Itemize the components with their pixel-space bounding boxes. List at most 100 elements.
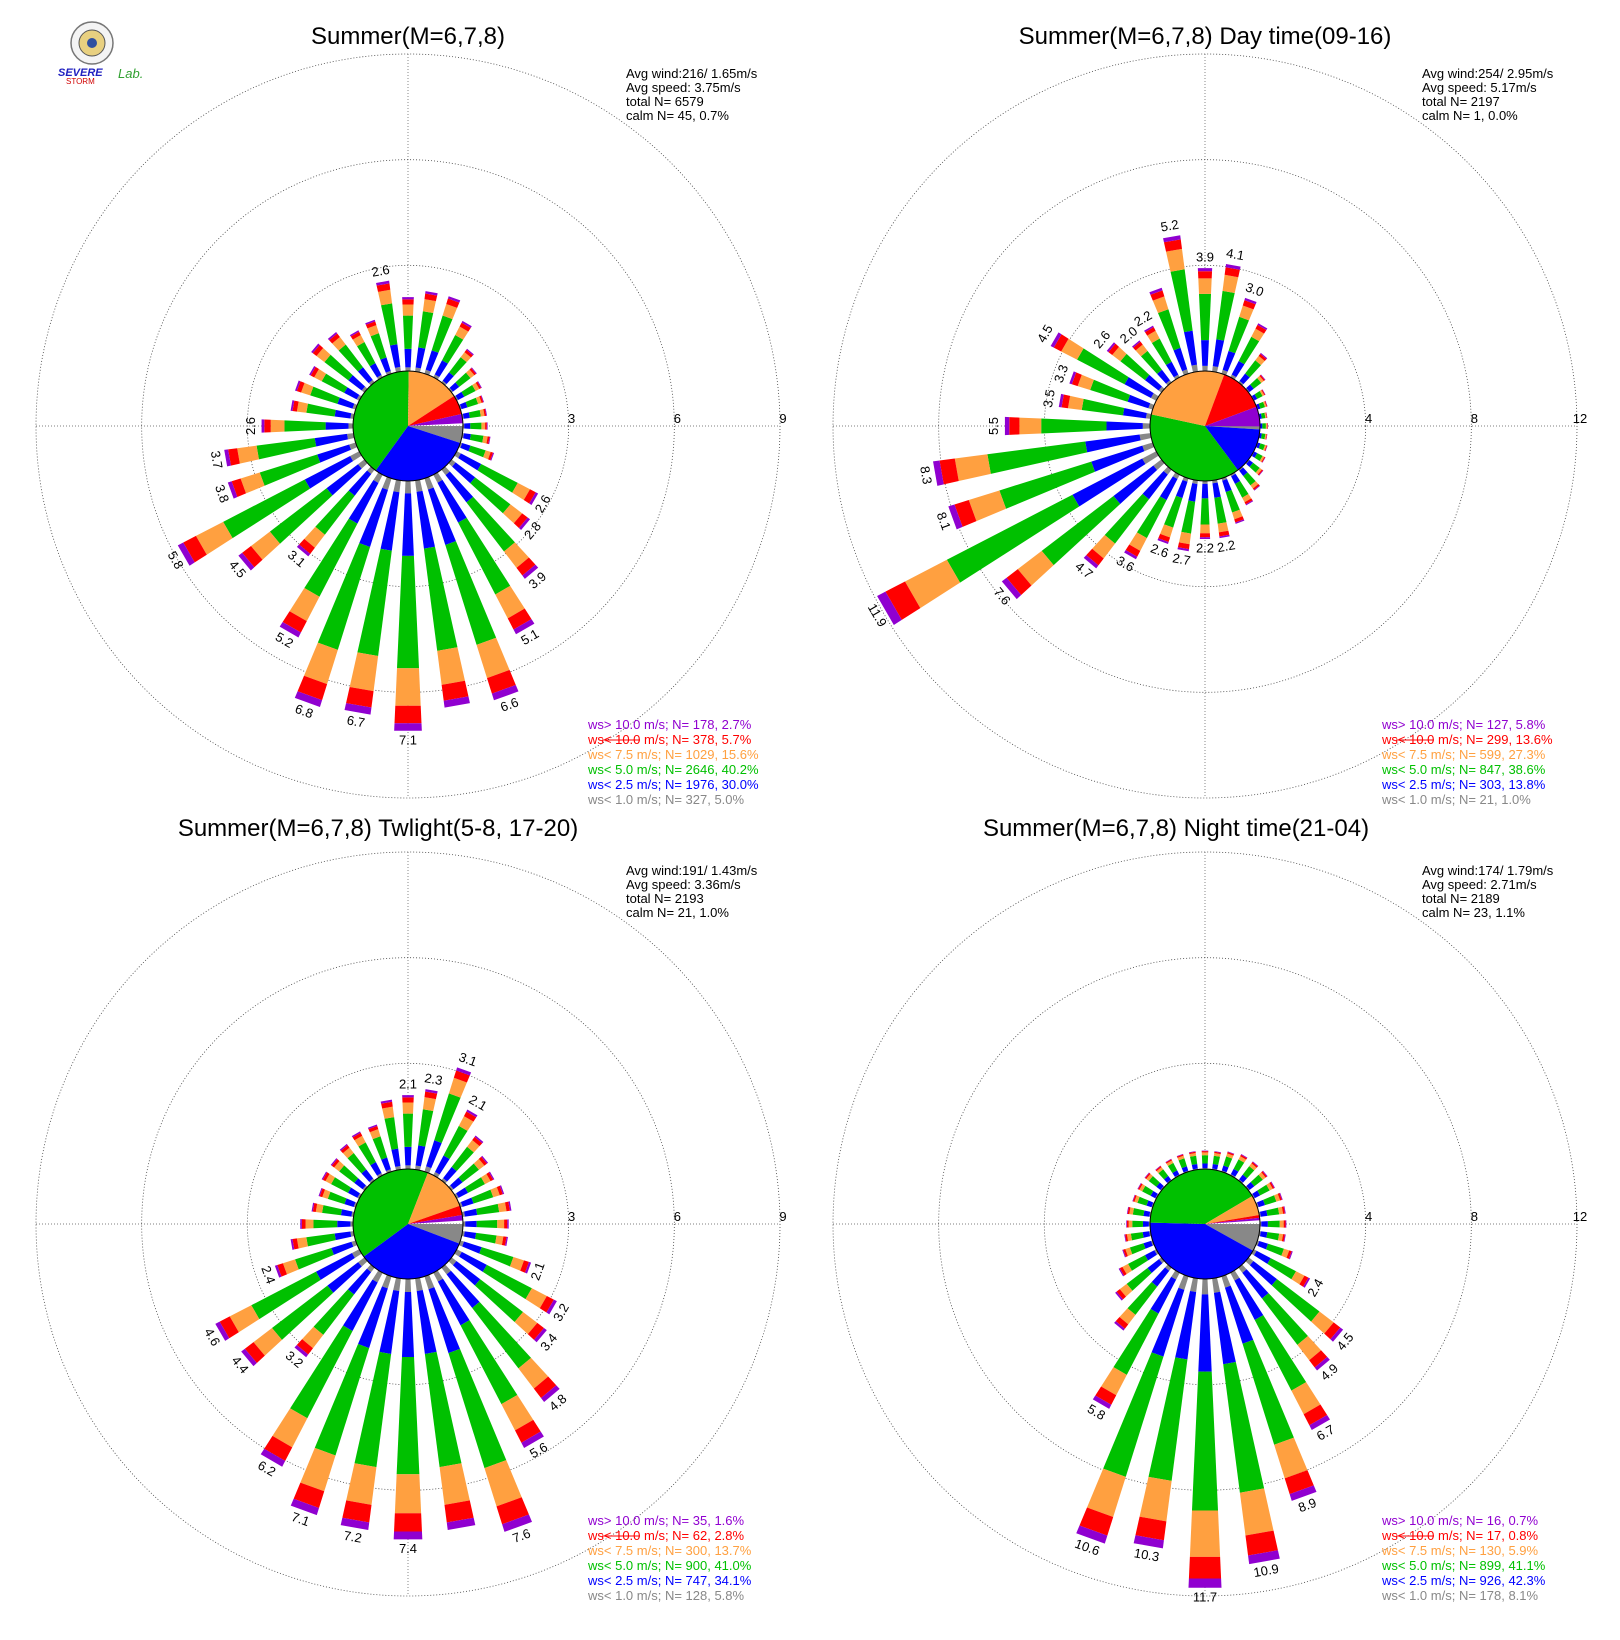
bar-segment xyxy=(1250,1174,1263,1187)
bar-segment xyxy=(301,1219,306,1229)
direction-bar xyxy=(448,459,531,530)
bar-segment xyxy=(384,1117,399,1150)
bar-segment xyxy=(354,1178,366,1190)
bar-segment xyxy=(1144,374,1162,391)
bar-segment xyxy=(513,513,528,528)
direction-bar xyxy=(948,442,1155,530)
bar-segment xyxy=(1081,398,1125,416)
bar-segment xyxy=(1269,1181,1275,1189)
bar-segment xyxy=(442,334,464,364)
bar-segment xyxy=(350,451,362,462)
bar-segment xyxy=(1095,1386,1117,1405)
bar-segment xyxy=(1142,471,1168,500)
bar-total-label: 3.7 xyxy=(208,450,226,470)
bar-segment xyxy=(497,1219,505,1229)
bar-segment xyxy=(1076,1525,1108,1544)
bar-segment xyxy=(361,386,368,393)
bar-segment xyxy=(456,1187,469,1198)
bar-total-label: 5.2 xyxy=(1159,217,1179,235)
bar-segment xyxy=(1222,350,1236,372)
bar-segment xyxy=(1255,467,1262,475)
bar-segment xyxy=(1176,1154,1184,1158)
bar-segment xyxy=(1135,344,1148,357)
ring-label: 3 xyxy=(568,1209,575,1224)
bar-segment xyxy=(344,1198,356,1207)
speed-pie xyxy=(352,1168,464,1280)
direction-bar xyxy=(1188,1151,1198,1171)
bar-segment xyxy=(340,1517,370,1531)
bar-total-label: 2.6 xyxy=(1149,540,1171,560)
bar-segment xyxy=(381,1101,393,1109)
legend-entry: ws< 10.0 m/s; N= 17, 0.8% xyxy=(1381,1528,1539,1543)
bar-segment xyxy=(1158,533,1171,543)
bar-segment xyxy=(402,299,414,305)
bar-segment xyxy=(1222,274,1239,294)
bar-segment xyxy=(502,504,523,524)
bar-segment xyxy=(296,401,308,413)
bar-segment xyxy=(465,369,475,379)
bar-segment xyxy=(455,372,471,387)
direction-bar xyxy=(1144,325,1180,380)
bar-segment xyxy=(1079,1507,1114,1536)
bar-segment xyxy=(473,1158,485,1170)
bar-segment xyxy=(325,1173,335,1185)
bar-segment xyxy=(1165,1158,1172,1163)
bar-segment xyxy=(458,1163,479,1183)
bar-segment xyxy=(433,374,440,380)
bar-segment xyxy=(379,1290,400,1354)
range-ring xyxy=(832,851,1578,1597)
bar-segment xyxy=(1148,1176,1160,1187)
legend-entry: ws> 10.0 m/s; N= 35, 1.6% xyxy=(587,1513,745,1528)
bar-segment xyxy=(1266,434,1268,440)
direction-bar xyxy=(1258,433,1268,440)
bar-segment xyxy=(1126,1233,1132,1242)
bar-segment xyxy=(472,382,480,391)
bar-segment xyxy=(428,1287,460,1354)
direction-bar xyxy=(1106,342,1165,393)
bar-segment xyxy=(294,1344,309,1358)
direction-bar xyxy=(1177,479,1198,552)
bar-segment xyxy=(296,1237,308,1249)
bar-segment xyxy=(1127,394,1151,409)
direction-bar xyxy=(351,1131,383,1178)
bar-segment xyxy=(326,464,362,496)
bar-segment xyxy=(415,1277,423,1292)
logo-text-severe: SEVERE xyxy=(58,67,103,79)
direction-bar xyxy=(300,1219,354,1229)
bar-segment xyxy=(256,438,317,460)
ring-label: 9 xyxy=(779,1209,786,1224)
bar-segment xyxy=(1072,458,1146,507)
bar-segment xyxy=(349,442,358,450)
bar-segment xyxy=(1225,489,1240,513)
bar-segment xyxy=(1279,1220,1284,1228)
bar-segment xyxy=(1278,1206,1284,1215)
bar-segment xyxy=(1184,330,1198,366)
bar-segment xyxy=(458,1201,463,1208)
bar-segment xyxy=(292,1238,299,1250)
bar-segment xyxy=(405,367,411,372)
bar-segment xyxy=(1004,416,1010,436)
direction-bar xyxy=(344,479,401,715)
bar-segment xyxy=(1191,364,1198,373)
bar-segment xyxy=(381,1157,391,1171)
direction-bar xyxy=(294,476,392,708)
bar-segment xyxy=(533,1327,547,1343)
bar-segment xyxy=(1142,1231,1151,1238)
bar-segment xyxy=(402,304,414,316)
bar-segment xyxy=(1158,1257,1165,1264)
bar-segment xyxy=(491,684,519,701)
range-ring xyxy=(35,53,781,799)
bar-segment xyxy=(1309,1350,1328,1368)
bar-segment xyxy=(1142,423,1151,429)
bar-segment xyxy=(1077,348,1129,385)
bar-segment xyxy=(466,496,515,552)
bar-segment xyxy=(424,1351,462,1468)
bar-segment xyxy=(1266,1243,1284,1256)
bar-segment xyxy=(395,366,401,373)
bar-segment xyxy=(481,1155,489,1164)
range-ring xyxy=(35,851,781,1597)
bar-segment xyxy=(1166,248,1185,272)
bar-segment xyxy=(1239,467,1248,476)
bar-segment xyxy=(274,1264,282,1278)
bar-segment xyxy=(404,348,412,368)
